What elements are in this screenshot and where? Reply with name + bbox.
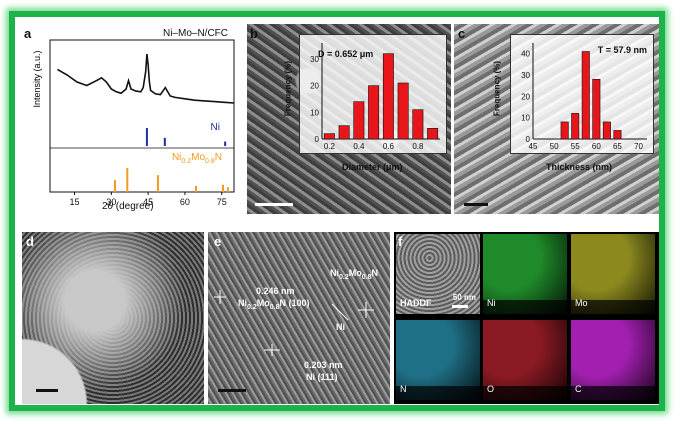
plane-label-2: Ni (111)	[306, 372, 338, 382]
scale-bar	[218, 389, 246, 392]
x-tick-label: 45	[529, 142, 538, 151]
histogram-bar	[560, 121, 569, 140]
histogram-bar	[592, 78, 601, 140]
y-tick-label: 20	[310, 82, 319, 91]
x-tick-label: 60	[180, 197, 190, 207]
x-tick-label: 0.4	[353, 142, 365, 151]
histogram-bar	[353, 101, 365, 140]
d-spacing-2: 0.203 nm	[304, 360, 343, 370]
element-map-o: O	[483, 320, 567, 400]
histogram-inset: 45 50 55 60 65 70 0 10 20 30 40 T = 57.9 nm	[510, 34, 654, 154]
y-tick-label: 30	[521, 71, 530, 80]
particle-edge	[22, 334, 102, 404]
x-tick-label: 65	[613, 142, 622, 151]
diameter-histogram: 0.2 0.4 0.6 0.8 0 10 20 30	[310, 43, 440, 151]
panel-e: e 0.246 nm Ni0.2Mo0.8N (100) Ni0.2Mo0.8N…	[208, 232, 390, 404]
histogram-inset: 0.2 0.4 0.6 0.8 0 10 20 30 D = 0.652 μm	[299, 34, 447, 154]
x-tick-label: 75	[217, 197, 227, 207]
histogram-bar	[613, 130, 622, 140]
histogram-bar	[397, 82, 409, 140]
haddf-image: f HADDF 50 nm	[396, 234, 480, 314]
panel-label: d	[26, 234, 34, 249]
element-map-n: N	[396, 320, 480, 400]
panel-label: e	[214, 234, 222, 249]
x-tick-label: 45	[143, 197, 153, 207]
plot-frame	[49, 39, 235, 193]
panel-label: c	[458, 26, 466, 41]
histogram-bar	[323, 133, 335, 140]
y-tick-label: 20	[521, 92, 530, 101]
panel-d: d	[22, 232, 204, 404]
fringe-markers	[214, 290, 374, 356]
y-tick-label: 0	[526, 135, 531, 144]
d-spacing-1: 0.246 nm	[256, 286, 295, 296]
y-tick-label: 10	[521, 114, 530, 123]
y-tick-label: 40	[521, 50, 530, 59]
panel-a: a 15 30 45 60 75 Ni–Mo–N/CFC Intensity (a.u.…	[22, 24, 244, 214]
xrd-pattern	[57, 53, 235, 104]
element-map-c: C	[571, 320, 655, 400]
hist-b-ylabel: Frequency (%)	[283, 60, 293, 117]
ref-nimon-label: Ni0.2Mo0.8N	[171, 152, 222, 165]
y-tick-label: 0	[315, 135, 320, 144]
panel-f: f HADDF 50 nm Ni Mo N O C	[394, 232, 659, 404]
y-tick-label: 10	[310, 108, 319, 117]
x-tick-label: 15	[70, 197, 80, 207]
scale-bar	[452, 305, 468, 308]
x-tick-label: 70	[634, 142, 643, 151]
phase-label-2: Ni0.2Mo0.8N	[330, 268, 378, 281]
panel-c: c 45 50 55 60 65 70 0 10 20 30 40 T = 57.9 nm Thic…	[454, 24, 659, 214]
element-map-ni: Ni	[483, 234, 567, 314]
x-tick-label: 30	[106, 197, 116, 207]
mean-thickness: T = 57.9 nm	[597, 45, 647, 55]
x-tick-label: 0.2	[324, 142, 336, 151]
mean-diameter: D = 0.652 μm	[318, 49, 374, 59]
x-tick-label: 60	[592, 142, 601, 151]
hist-c-ylabel: Frequency (%)	[492, 60, 502, 117]
histogram-bar	[427, 128, 439, 140]
x-tick-label: 55	[571, 142, 580, 151]
haddf-label: HADDF	[400, 298, 432, 308]
hist-b-xlabel: Diameter (μm)	[342, 162, 403, 172]
hist-c-xlabel: Thickness (nm)	[546, 162, 613, 172]
xrd-chart: 15 30 45 60 75	[49, 39, 235, 207]
xrd-ylabel: Intensity (a.u.)	[32, 50, 42, 108]
xrd-xlabel: 2θ (degree)	[102, 201, 154, 212]
panel-label: f	[398, 234, 403, 249]
ref-ni-label: Ni	[210, 122, 220, 133]
scale-bar	[464, 203, 488, 206]
histogram-bar	[581, 51, 590, 140]
scale-label: 50 nm	[452, 293, 476, 302]
histogram-bar	[382, 53, 394, 140]
thickness-histogram: 45 50 55 60 65 70 0 10 20 30 40	[521, 43, 647, 151]
y-tick-label: 30	[310, 55, 319, 64]
histogram-bar	[602, 121, 611, 140]
histogram-bar	[338, 125, 350, 140]
x-tick-label: 0.8	[412, 142, 424, 151]
element-map-mo: Mo	[571, 234, 655, 314]
x-tick-label: 50	[550, 142, 559, 151]
xrd-title: Ni–Mo–N/CFC	[162, 28, 228, 39]
histogram-bar	[412, 109, 424, 140]
x-tick-label: 0.6	[383, 142, 395, 151]
panel-label: b	[250, 26, 258, 41]
histogram-bar	[571, 113, 580, 140]
ni-label: Ni	[336, 322, 345, 332]
panel-b: b 0.2 0.4 0.6 0.8 0 10 20 30 D = 0.652 μm Diame…	[247, 24, 451, 214]
histogram-bar	[368, 85, 380, 140]
phase-label-1: Ni0.2Mo0.8N (100)	[238, 298, 310, 311]
panel-label: a	[24, 26, 32, 41]
scale-bar	[36, 389, 58, 392]
scale-bar	[255, 203, 293, 206]
